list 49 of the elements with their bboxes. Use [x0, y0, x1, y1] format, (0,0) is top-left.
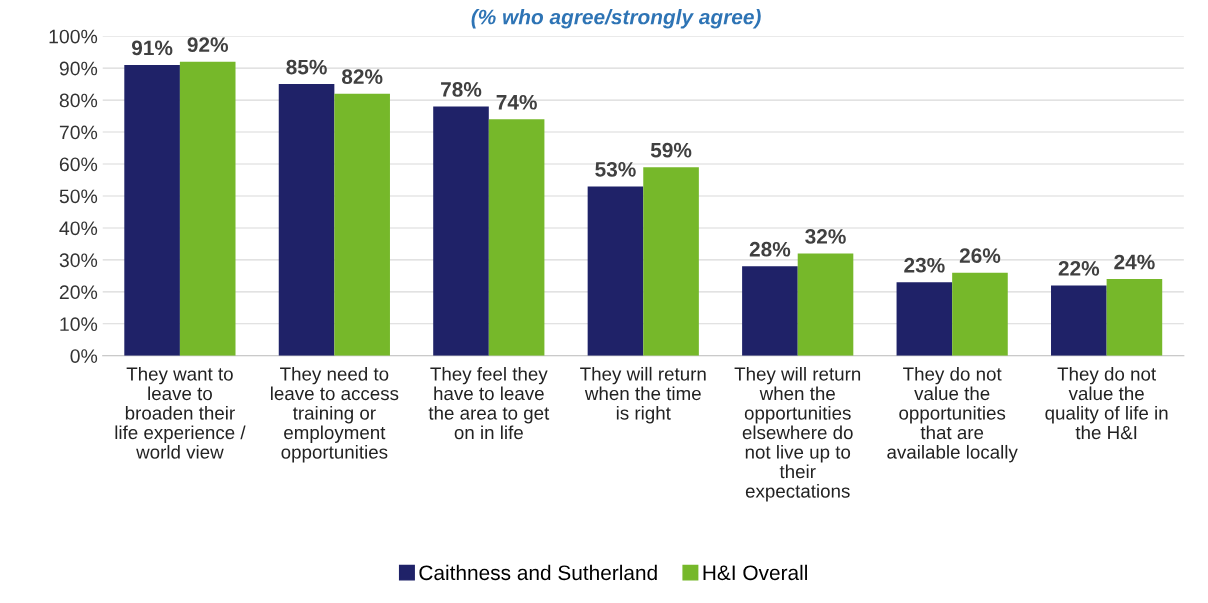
bar: [124, 64, 180, 356]
y-tick-label: 90%: [59, 61, 98, 76]
data-label: 59%: [650, 142, 692, 158]
data-label: 91%: [131, 40, 173, 56]
x-tick-label: They will return when the time is right: [580, 366, 706, 424]
y-tick-label: 40%: [59, 221, 98, 236]
bar: [179, 61, 236, 356]
y-tick-label: 50%: [59, 189, 98, 204]
bar: [587, 186, 644, 356]
bar: [797, 253, 854, 356]
legend-label: H&I Overall: [703, 564, 807, 581]
data-label: 53%: [595, 161, 636, 177]
bar: [1106, 279, 1163, 356]
bar: [1051, 285, 1107, 356]
data-label: 92%: [187, 37, 229, 53]
x-tick-label: They feel they have to leave the area to get on in life: [428, 366, 550, 440]
data-label: 22%: [1058, 261, 1100, 276]
chart-title: (% who agree/strongly agree): [471, 9, 761, 29]
y-tick-label: 80%: [59, 93, 98, 108]
data-label: 74%: [496, 94, 537, 110]
bar: [334, 93, 390, 356]
y-tick-label: 70%: [59, 125, 98, 140]
y-tick-label: 100%: [49, 29, 98, 44]
data-label: 82%: [341, 69, 383, 85]
x-tick-label: They do not value the opportunities that are available locally: [887, 366, 1018, 463]
bar: [488, 119, 545, 356]
data-label: 85%: [286, 59, 327, 75]
y-tick-label: 60%: [59, 157, 98, 172]
bar: [742, 266, 798, 356]
x-tick-label: They want to leave to broaden their life experience / world view: [115, 366, 246, 459]
x-tick-label: They do not value the quality of life in the H&I: [1045, 366, 1168, 440]
data-label: 24%: [1114, 254, 1155, 270]
data-label: 78%: [441, 82, 482, 97]
x-tick-label: They need to leave to access training or employment opportunities: [271, 366, 399, 463]
bar: [952, 272, 1008, 356]
bar: [433, 106, 489, 356]
data-label: 23%: [904, 257, 945, 273]
y-tick-label: 30%: [59, 253, 98, 268]
bar: [896, 282, 953, 356]
data-label: 26%: [959, 248, 1001, 263]
legend-label: Caithness and Sutherland: [419, 564, 657, 581]
data-label: 32%: [805, 229, 846, 244]
y-tick-label: 10%: [60, 317, 98, 332]
y-tick-label: 0%: [70, 349, 98, 364]
y-tick-label: 20%: [59, 285, 98, 300]
bar: [643, 167, 699, 356]
data-label: 28%: [749, 241, 791, 257]
x-tick-label: They will return when the opportunities elsewhere do not live up to their expectations: [734, 366, 861, 502]
bar: [278, 84, 335, 356]
